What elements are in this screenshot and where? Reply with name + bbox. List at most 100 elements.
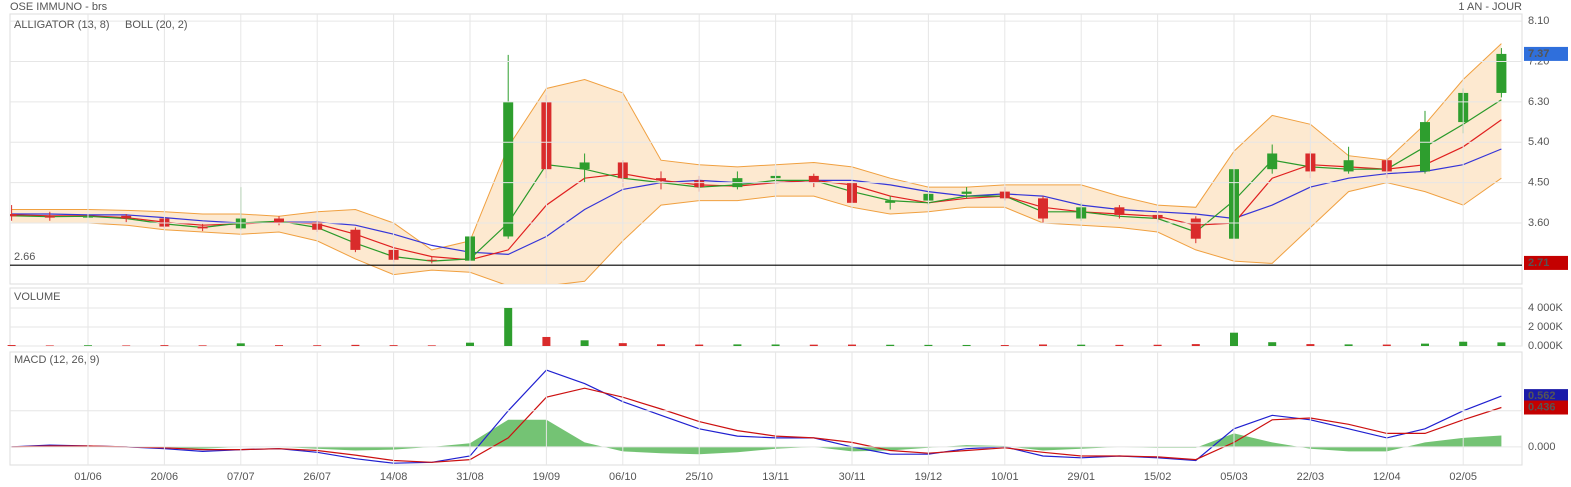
volume-bar [466, 342, 474, 346]
volume-bar [1306, 344, 1315, 346]
volume-bar [848, 344, 856, 346]
price-tag [1524, 46, 1568, 61]
candle-body [426, 259, 437, 261]
volume-bar [924, 344, 933, 346]
candle-body [961, 191, 972, 194]
candle-body [274, 218, 284, 223]
candle-body [1420, 122, 1430, 172]
y-tick-label: 4 000K [1528, 302, 1564, 314]
candle-body [197, 226, 208, 229]
y-tick-label: 4.50 [1528, 177, 1549, 189]
volume-bar [1230, 332, 1238, 346]
candle-body [579, 162, 590, 170]
volume-bar [1459, 341, 1468, 346]
volume-bar [389, 345, 398, 346]
volume-bar [1115, 344, 1124, 346]
candle-body [503, 101, 514, 237]
volume-bar [962, 344, 971, 346]
bollinger-band [11, 43, 1502, 284]
candle-body [1267, 153, 1278, 170]
volume-bar [1382, 344, 1391, 346]
volume-bar [1191, 344, 1200, 346]
price-tag-label: 2.71 [1528, 257, 1549, 269]
candle-body [10, 214, 17, 217]
price-tag-label: 0.436 [1528, 401, 1556, 413]
candle-body [1343, 160, 1354, 172]
volume-bar [733, 344, 742, 346]
volume-bar [275, 345, 283, 346]
bollinger-upper [11, 43, 1502, 251]
volume-bar [1000, 345, 1009, 346]
macd-panel [9, 351, 1523, 466]
price-tag-label: 7.37 [1528, 48, 1549, 60]
candle-body [1190, 218, 1201, 239]
candle-body [350, 229, 361, 250]
candle-body [1038, 198, 1048, 219]
x-tick-label: 05/03 [1220, 471, 1248, 483]
x-tick-label: 10/01 [991, 471, 1019, 483]
volume-bar [122, 345, 131, 346]
volume-bar [84, 345, 92, 346]
volume-bar [198, 345, 207, 346]
x-tick-label: 26/07 [303, 471, 331, 483]
x-tick-label: 01/06 [74, 471, 102, 483]
volume-bar [45, 345, 54, 346]
bollinger-lower [11, 177, 1502, 284]
x-tick-label: 14/08 [380, 471, 408, 483]
volume-bar [809, 344, 818, 346]
period: 1 AN - JOUR [1458, 1, 1522, 13]
x-tick-label: 02/05 [1449, 471, 1477, 483]
volume-bar [618, 343, 627, 346]
legend-alligator: ALLIGATOR (13, 8) [14, 19, 110, 31]
volume-bar [1421, 343, 1429, 346]
volume-bar [1077, 344, 1086, 346]
volume-bar [160, 345, 169, 346]
y-tick-label: 0.000K [1528, 340, 1564, 352]
x-tick-label: 20/06 [151, 471, 179, 483]
volume-bar [1344, 344, 1353, 346]
volume-panel [9, 287, 1523, 347]
x-tick-label: 22/03 [1297, 471, 1325, 483]
candle-body [808, 175, 819, 183]
price-panel [9, 13, 1523, 285]
macd-line [11, 387, 1502, 463]
x-tick-label: 25/10 [685, 471, 713, 483]
volume-bar [695, 344, 704, 346]
y-tick-label: 0.000 [1528, 441, 1556, 453]
volume-title: VOLUME [14, 291, 60, 303]
volume-bar [7, 345, 16, 346]
x-tick-label: 15/02 [1144, 471, 1172, 483]
volume-bar [1039, 344, 1047, 346]
price-tag [1524, 389, 1568, 404]
legend-boll: BOLL (20, 2) [125, 19, 188, 31]
x-tick-label: 31/08 [456, 471, 484, 483]
volume-bar [504, 307, 513, 346]
candle-body [121, 215, 132, 219]
volume-bar [580, 340, 589, 346]
x-tick-label: 13/11 [762, 471, 789, 483]
candle-body [1114, 207, 1125, 215]
candle-body [656, 178, 666, 181]
reference-label: 2.66 [14, 251, 35, 263]
price-tag-label: 0.562 [1528, 390, 1556, 402]
macd-title: MACD (12, 26, 9) [14, 354, 100, 366]
volume-bar [886, 344, 895, 346]
price-tag [1524, 400, 1568, 415]
volume-bar [351, 344, 360, 346]
candle-body [885, 200, 896, 203]
volume-bar [1268, 342, 1277, 346]
volume-bar [1153, 344, 1162, 346]
x-tick-label: 12/04 [1373, 471, 1401, 483]
chart-title: OSE IMMUNO - brs [10, 1, 108, 13]
x-tick-label: 19/09 [533, 471, 561, 483]
volume-bar [542, 336, 551, 346]
price-plot [10, 43, 1507, 284]
x-tick-label: 29/01 [1067, 471, 1095, 483]
volume-bar [771, 344, 780, 346]
volume-bar [313, 345, 322, 346]
x-tick-label: 06/10 [609, 471, 637, 483]
volume-bar [657, 344, 665, 346]
y-tick-label: 5.40 [1528, 136, 1549, 148]
macd-plot [11, 369, 1502, 464]
